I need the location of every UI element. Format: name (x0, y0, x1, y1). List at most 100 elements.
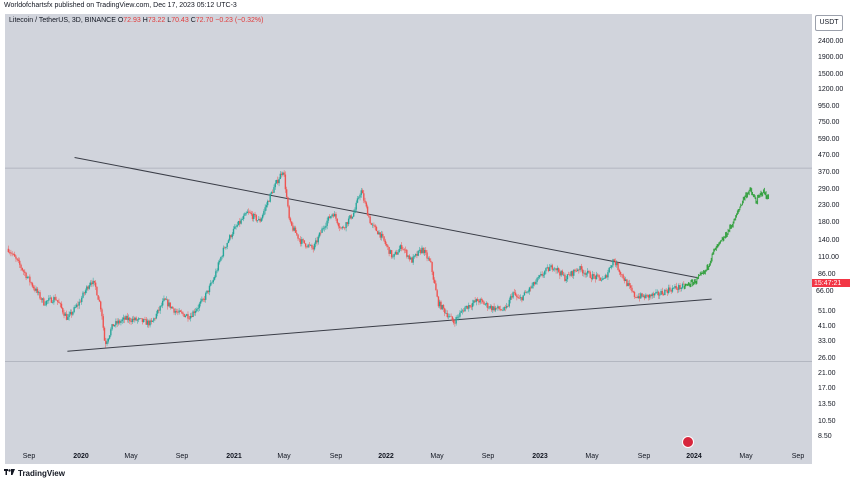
candle-body (345, 222, 347, 228)
candle-body (370, 223, 373, 226)
candle-body (655, 291, 657, 294)
candle-body (506, 305, 508, 308)
candle-body (605, 275, 608, 278)
candle-body (213, 277, 216, 280)
candle-body (352, 212, 355, 217)
candle-body (417, 250, 419, 256)
candle-body (640, 293, 642, 299)
candle-body (245, 213, 247, 214)
candle-body (312, 247, 314, 250)
candle-body (81, 297, 83, 303)
time-axis[interactable]: Sep 2020 May Sep 2021 May Sep 2022 May Sep 2023 May… (5, 452, 812, 464)
price-tick-label: 950.00 (818, 102, 840, 110)
candle-body (270, 192, 273, 194)
price-tick-label: 1200.00 (818, 86, 844, 94)
candle-body (266, 201, 269, 206)
candle-body (521, 297, 523, 301)
candle-body (440, 301, 442, 310)
publish-caption: Worldofchartsfx published on TradingView… (4, 2, 237, 9)
candle-body (237, 221, 240, 226)
time-tick-label: 2021 (226, 453, 242, 460)
candle-body (16, 258, 18, 260)
candle-body (573, 269, 575, 276)
candle-body (449, 315, 451, 317)
candle-body (165, 299, 168, 301)
candle-body (41, 298, 44, 300)
candle-body (402, 249, 404, 250)
candle-body (98, 299, 101, 302)
price-tick-label: 26.00 (818, 354, 836, 362)
candle-body (454, 322, 456, 324)
candle-body (504, 306, 507, 308)
candle-body (244, 213, 246, 216)
candle-body (197, 307, 199, 309)
chart-pane[interactable] (5, 14, 812, 464)
candle-body (406, 249, 408, 257)
candle-body (669, 287, 671, 291)
candle-body (67, 317, 69, 320)
candle-body (112, 324, 115, 327)
candle-body (422, 247, 424, 254)
candle-body (355, 202, 357, 210)
candle-body (111, 324, 113, 330)
candle-body (60, 303, 63, 308)
candle-body (303, 240, 306, 244)
candle-body (342, 226, 345, 228)
candle-body (149, 320, 151, 326)
candle-body (661, 290, 664, 295)
candle-body (199, 301, 202, 304)
price-axis[interactable]: 2400.00 1900.00 1500.00 1200.00 950.00 750.00… (812, 14, 850, 464)
candle-body (450, 315, 452, 317)
candle-body (83, 292, 85, 294)
candle-body (664, 289, 666, 296)
candle-body (351, 216, 354, 219)
price-tick-label: 86.00 (818, 270, 836, 278)
candle-body (471, 303, 474, 307)
candle-body (255, 215, 257, 221)
candle-body (681, 283, 684, 288)
candle-body (465, 305, 467, 308)
currency-badge[interactable]: USDT (815, 15, 843, 31)
candle-body (40, 298, 42, 300)
candle-body (326, 220, 328, 226)
candle-body (559, 271, 561, 276)
candle-body (456, 316, 459, 318)
price-plot[interactable] (5, 14, 812, 452)
candle-body (576, 269, 579, 271)
candle-body (296, 232, 298, 235)
candle-body (308, 244, 311, 246)
us-flag-icon[interactable] (682, 436, 694, 448)
candle-body (134, 317, 136, 321)
candle-body (623, 278, 626, 282)
candle-body (44, 304, 46, 306)
high-value: 73.22 (147, 17, 166, 24)
candle-body (254, 213, 256, 216)
candle-body (72, 311, 74, 315)
candle-body (203, 298, 206, 300)
candle-body (318, 232, 321, 237)
candle-body (225, 246, 227, 249)
candle-body (279, 173, 282, 180)
time-tick-label: May (430, 453, 444, 460)
candle-body (556, 268, 559, 271)
footer-brand[interactable]: TradingView (4, 469, 65, 478)
candle-body (560, 270, 562, 276)
candle-body (628, 283, 631, 286)
candle-body (358, 197, 360, 199)
candle-body (58, 301, 60, 304)
candle-body (148, 320, 150, 326)
candle-body (517, 297, 519, 299)
candle-body (557, 268, 560, 272)
candle-body (193, 311, 196, 313)
candle-body (621, 274, 623, 276)
candle-body (497, 306, 499, 309)
candle-body (117, 320, 120, 324)
candle-body (115, 321, 117, 325)
candle-body (678, 285, 680, 290)
candle-body (294, 227, 297, 233)
candle-body (679, 285, 681, 289)
time-tick-label: May (585, 453, 599, 460)
candle-body (490, 306, 493, 311)
candle-body (126, 315, 128, 321)
price-tick-label: 140.00 (818, 236, 840, 244)
